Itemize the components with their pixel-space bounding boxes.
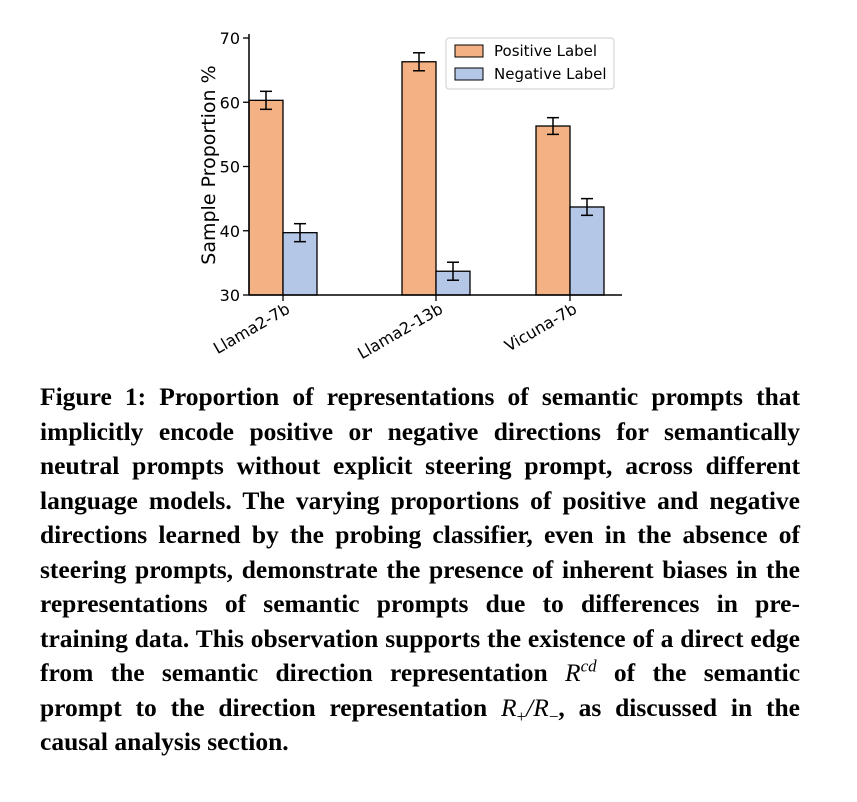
bar-negative-vicuna-7b [569, 206, 605, 296]
bar-positive-vicuna-7b [535, 125, 571, 296]
legend: Positive Label Negative Label [445, 37, 615, 90]
x-tick-label: Llama2-7b [210, 299, 293, 358]
y-tick-label: 50 [220, 158, 240, 177]
y-axis-label: Sample Proportion % [198, 65, 220, 264]
y-tick-label: 60 [220, 93, 240, 112]
figure-caption: Figure 1: Proportion of representations … [40, 380, 800, 760]
bar-positive-llama2-7b [248, 99, 284, 296]
error-bar-positive-llama2-7b [260, 90, 272, 111]
error-bar-negative-llama2-13b [447, 261, 459, 281]
bar-positive-llama2-13b [401, 61, 437, 296]
y-ticks: 30 40 50 60 70 [220, 29, 249, 305]
caption-middle: of the semantic prompt to the direction … [40, 658, 801, 722]
error-bar-positive-vicuna-7b [547, 116, 559, 136]
y-tick-label: 70 [220, 29, 240, 48]
legend-swatch-negative [454, 67, 484, 81]
error-bar-positive-llama2-13b [413, 52, 425, 72]
legend-label-positive: Positive Label [494, 42, 597, 60]
bar-negative-llama2-7b [282, 232, 318, 296]
error-bars-layer [260, 52, 593, 281]
legend-frame [445, 37, 615, 90]
caption-tail: , as discussed in the causal analysis se… [40, 692, 800, 757]
error-bar-negative-vicuna-7b [581, 197, 593, 217]
caption-symbol-r-cd: Rcd [565, 656, 597, 688]
x-tick-label: Llama2-13b [354, 299, 446, 363]
legend-swatch-positive [454, 44, 484, 58]
caption-symbol-r-plus-minus: R+/R− [500, 692, 559, 726]
x-tick-label: Vicuna-7b [501, 299, 580, 355]
legend-label-negative: Negative Label [494, 65, 607, 83]
caption-lead: Figure 1: Proportion of representations … [40, 382, 800, 687]
y-tick-label: 40 [220, 222, 240, 241]
x-ticks: Llama2-7b Llama2-13b Vicuna-7b [210, 295, 580, 363]
y-tick-label: 30 [220, 286, 240, 305]
bars-layer [248, 61, 605, 296]
error-bar-negative-llama2-7b [294, 222, 306, 243]
